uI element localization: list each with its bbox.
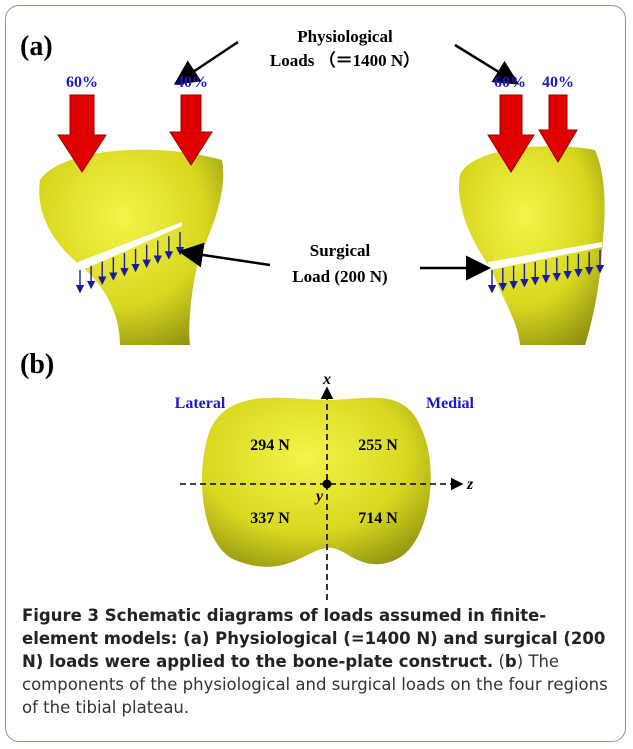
side-label: Lateral [175, 395, 226, 412]
load-percent: 60% [494, 74, 526, 91]
load-percent: 40% [176, 74, 208, 91]
region-load: 337 N [250, 510, 290, 527]
region-load: 255 N [358, 437, 398, 454]
panel-label: (a) [20, 31, 53, 62]
physiological-label: Loads （＝1400 N） [270, 50, 420, 70]
axis-label: y [314, 488, 324, 505]
region-load: 714 N [358, 510, 398, 527]
axis-label: z [466, 476, 474, 493]
panel-label: (b) [20, 349, 54, 380]
load-percent: 40% [542, 74, 574, 91]
physiological-label: Physiological [297, 27, 393, 46]
load-percent: 60% [66, 74, 98, 91]
surgical-label: Load (200 N) [292, 267, 387, 286]
page: (a) Physiological Loads （＝1400 N） 60% 40… [0, 0, 633, 749]
tibial-plateau [202, 398, 431, 567]
origin [323, 480, 332, 489]
axis-label: x [322, 371, 331, 388]
caption: Figure 3 Schematic diagrams of loads ass… [22, 604, 612, 719]
caption-panel: b [505, 652, 517, 671]
side-label: Medial [426, 395, 475, 412]
surgical-label: Surgical [310, 241, 371, 260]
region-load: 294 N [250, 437, 290, 454]
figure: (a) Physiological Loads （＝1400 N） 60% 40… [0, 0, 633, 600]
